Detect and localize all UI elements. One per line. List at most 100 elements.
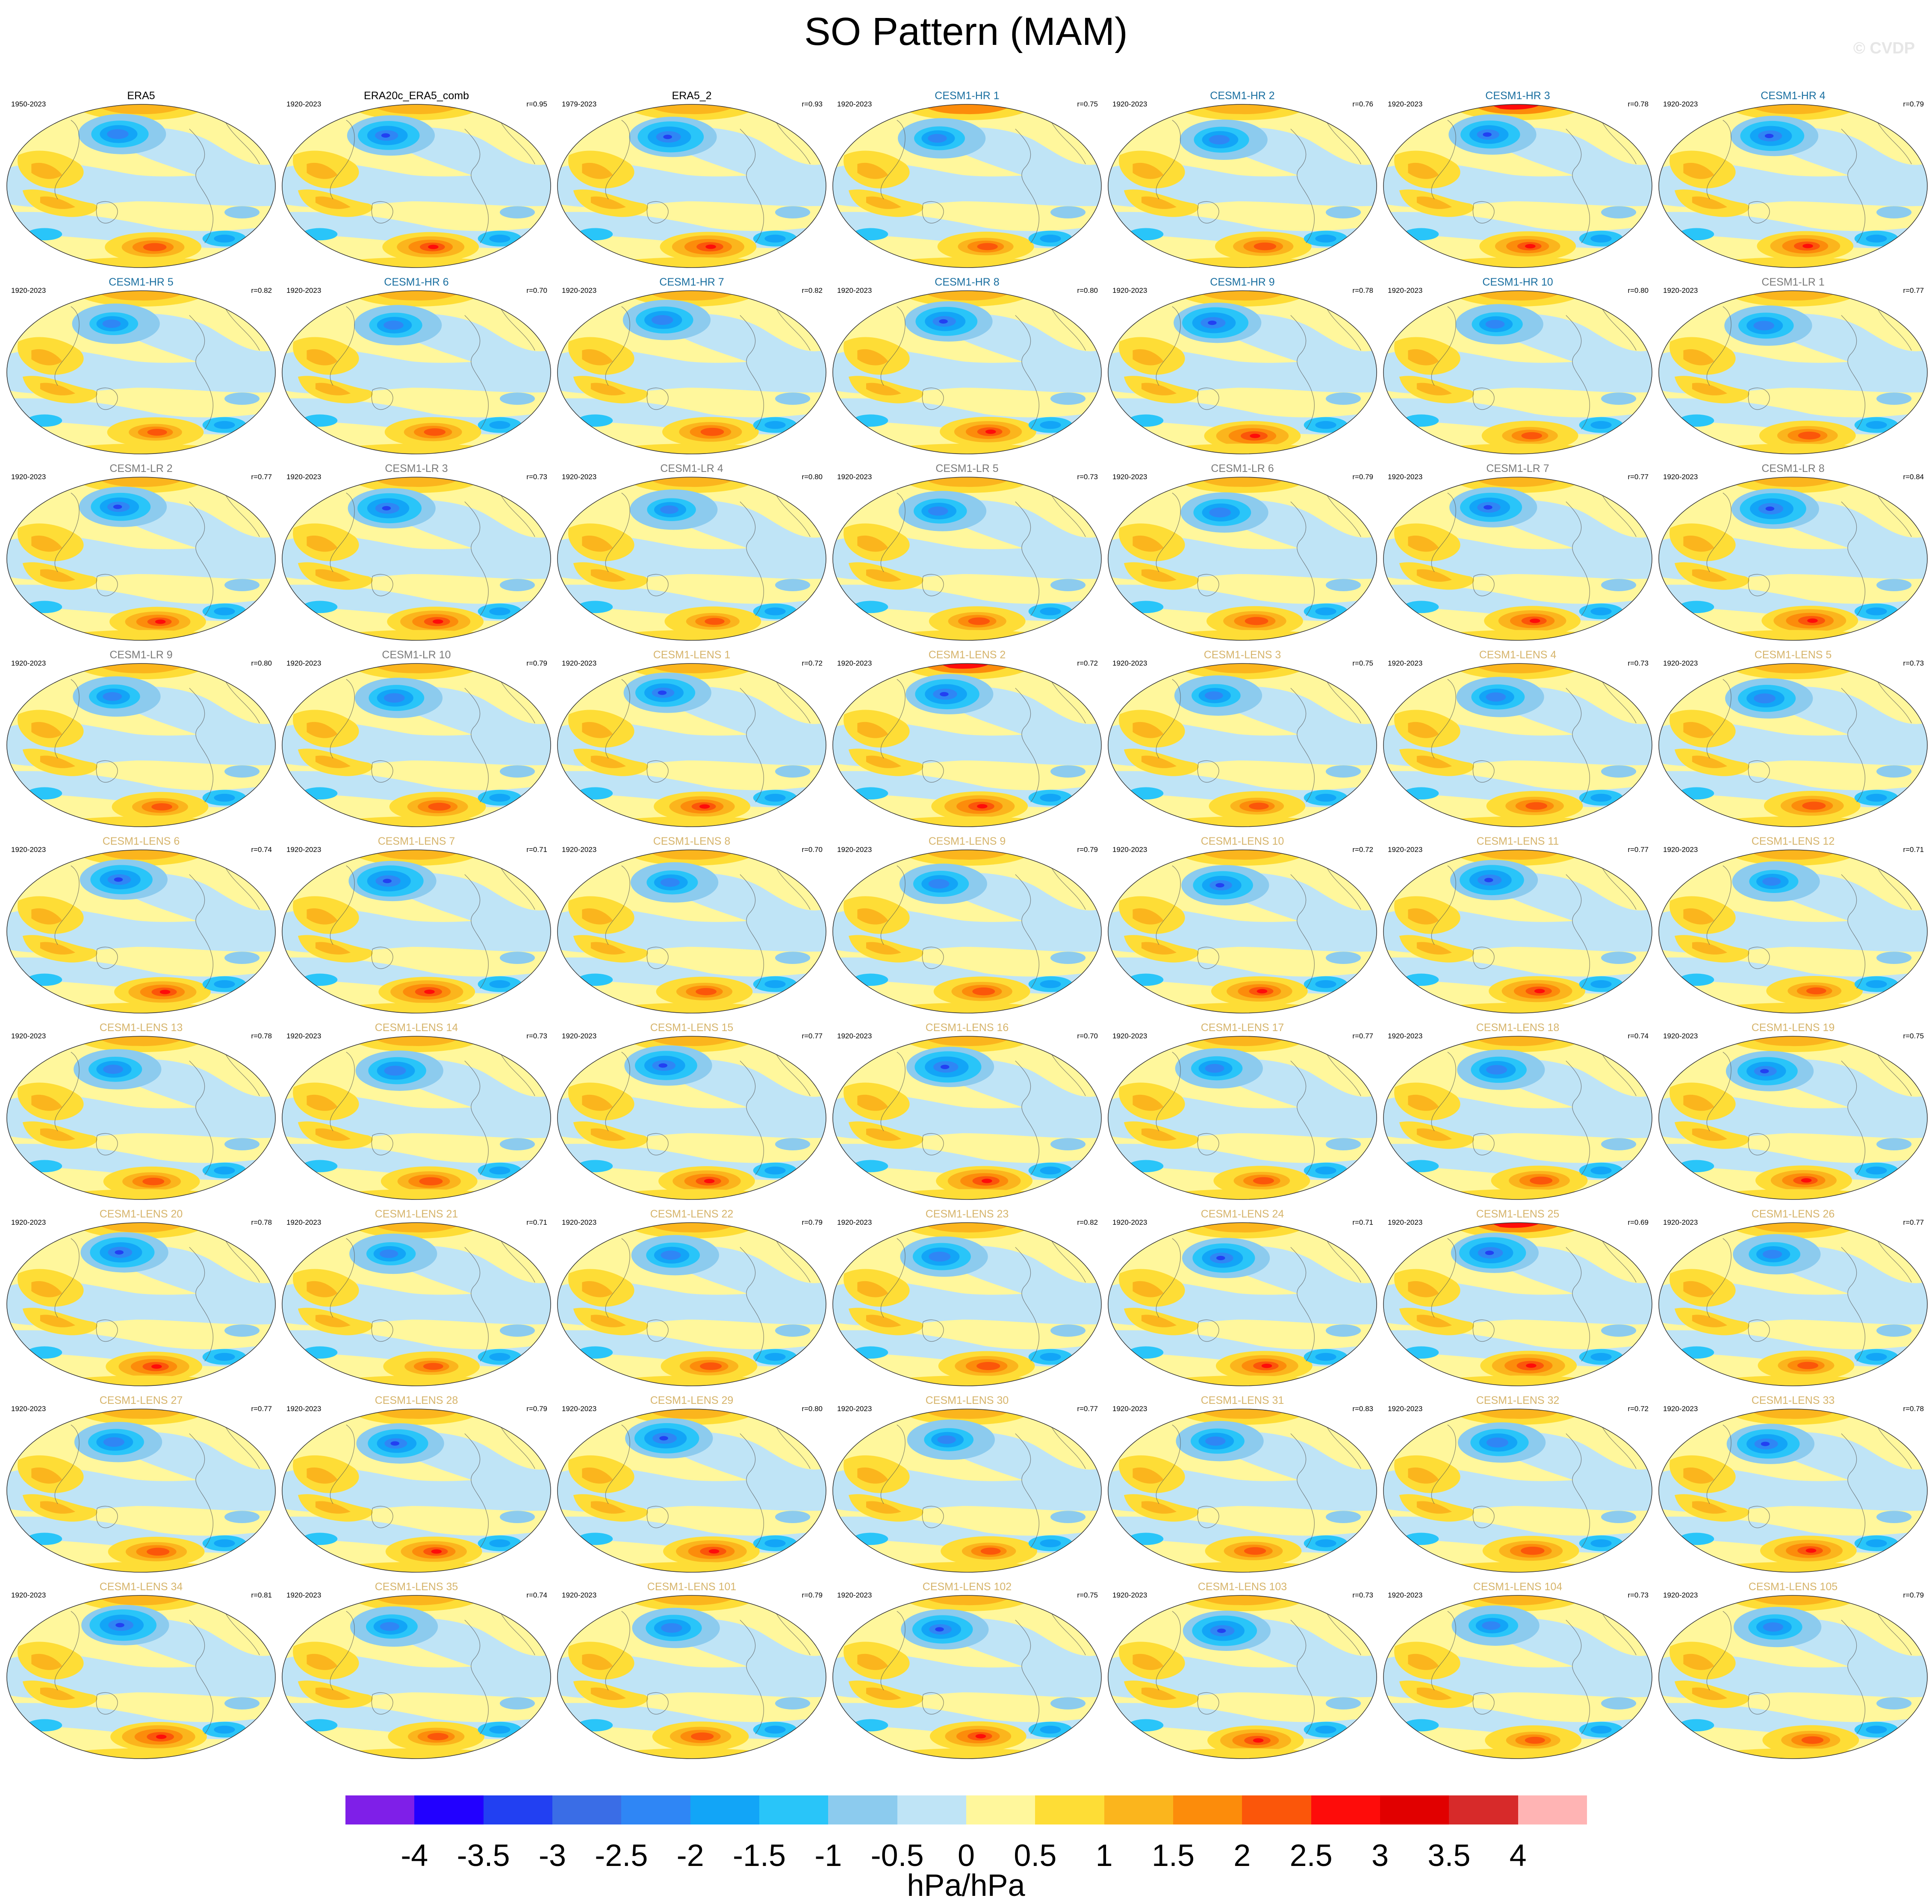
- panel-correlation: r=0.73: [1077, 473, 1098, 481]
- panel-correlation: r=0.75: [1352, 659, 1373, 667]
- panel-title: CESM1-LENS 104: [1473, 1581, 1563, 1593]
- panel-title: CESM1-LENS 31: [1200, 1394, 1284, 1406]
- map-field: [557, 290, 826, 454]
- panel-years: 1920-2023: [286, 659, 322, 667]
- map-panel: CESM1-LR 2 1920-2023 r=0.77: [4, 463, 278, 642]
- map-panel: CESM1-LENS 105 1920-2023 r=0.79: [1656, 1581, 1930, 1760]
- map-panel: CESM1-LR 9 1920-2023 r=0.80: [4, 649, 278, 828]
- colorbar-swatch: [1380, 1795, 1449, 1824]
- panel-correlation: r=0.80: [802, 473, 823, 481]
- panel-years: 1920-2023: [1388, 473, 1423, 481]
- panel-years: 1920-2023: [1112, 1405, 1147, 1413]
- panel-correlation: r=0.80: [251, 659, 272, 667]
- panel-title: CESM1-LENS 28: [375, 1394, 458, 1406]
- map-field: [1108, 849, 1377, 1014]
- panel-grid: ERA5 1950-2023 ERA20c_ERA5_comb 1920-2023 r=…: [4, 90, 1930, 1760]
- panel-years: 1920-2023: [837, 1405, 872, 1413]
- panel-years: 1920-2023: [286, 100, 322, 108]
- panel-title: CESM1-LENS 11: [1476, 835, 1559, 847]
- panel-correlation: r=0.95: [526, 100, 547, 108]
- panel-title: CESM1-HR 4: [1761, 90, 1826, 102]
- panel-title: CESM1-LENS 102: [922, 1581, 1012, 1593]
- panel-years: 1920-2023: [837, 473, 872, 481]
- panel-years: 1920-2023: [1388, 286, 1423, 295]
- panel-correlation: r=0.77: [1903, 286, 1924, 295]
- panel-correlation: r=0.73: [1903, 659, 1924, 667]
- panel-years: 1920-2023: [1663, 100, 1698, 108]
- map-field: [832, 1222, 1102, 1386]
- panel-years: 1920-2023: [11, 846, 46, 854]
- panel-correlation: r=0.71: [526, 1218, 547, 1226]
- map-field: [6, 1409, 276, 1573]
- map-field: [282, 1036, 551, 1200]
- map-panel: CESM1-HR 7 1920-2023 r=0.82: [555, 276, 829, 456]
- map-panel: CESM1-LENS 9 1920-2023 r=0.79: [830, 835, 1104, 1015]
- panel-correlation: r=0.73: [526, 473, 547, 481]
- colorbar-tick-label: -3.5: [457, 1839, 510, 1873]
- panel-title: CESM1-LENS 10: [1200, 835, 1284, 847]
- map-panel: CESM1-LENS 29 1920-2023 r=0.80: [555, 1394, 829, 1574]
- map-panel: CESM1-LENS 7 1920-2023 r=0.71: [280, 835, 553, 1015]
- panel-title: CESM1-HR 1: [935, 90, 1000, 102]
- panel-years: 1920-2023: [1663, 1405, 1698, 1413]
- panel-title: CESM1-LR 8: [1761, 463, 1825, 475]
- map-panel: CESM1-LENS 23 1920-2023 r=0.82: [830, 1208, 1104, 1388]
- colorbar-swatch: [414, 1795, 484, 1824]
- panel-years: 1920-2023: [11, 1032, 46, 1040]
- panel-years: 1920-2023: [1112, 286, 1147, 295]
- map-panel: CESM1-LENS 2 1920-2023 r=0.72: [830, 649, 1104, 828]
- map-field: [557, 1036, 826, 1200]
- panel-correlation: r=0.77: [1077, 1405, 1098, 1413]
- map-field: [6, 663, 276, 827]
- map-field: [1383, 104, 1652, 268]
- panel-years: 1920-2023: [11, 286, 46, 295]
- panel-correlation: r=0.78: [251, 1032, 272, 1040]
- colorbar-tick-label: -2.5: [595, 1839, 648, 1873]
- map-panel: CESM1-LENS 101 1920-2023 r=0.79: [555, 1581, 829, 1760]
- map-panel: CESM1-HR 2 1920-2023 r=0.76: [1106, 90, 1379, 269]
- colorbar-tick-label: 0: [957, 1839, 975, 1873]
- map-field: [832, 849, 1102, 1014]
- panel-correlation: r=0.81: [251, 1591, 272, 1599]
- panel-correlation: r=0.80: [802, 1405, 823, 1413]
- map-field: [1108, 1222, 1377, 1386]
- map-panel: CESM1-LENS 22 1920-2023 r=0.79: [555, 1208, 829, 1388]
- panel-years: 1920-2023: [837, 846, 872, 854]
- colorbar-swatch: [828, 1795, 898, 1824]
- map-field: [6, 1222, 276, 1386]
- map-field: [832, 1036, 1102, 1200]
- panel-years: 1920-2023: [1663, 659, 1698, 667]
- map-field: [557, 663, 826, 827]
- panel-years: 1920-2023: [286, 1405, 322, 1413]
- panel-correlation: r=0.77: [1903, 1218, 1924, 1226]
- panel-title: CESM1-LR 4: [660, 463, 723, 475]
- map-panel: CESM1-LENS 26 1920-2023 r=0.77: [1656, 1208, 1930, 1388]
- colorbar-tick-label: 1: [1095, 1839, 1113, 1873]
- map-panel: CESM1-LENS 3 1920-2023 r=0.75: [1106, 649, 1379, 828]
- map-panel: CESM1-LENS 14 1920-2023 r=0.73: [280, 1022, 553, 1201]
- map-panel: CESM1-LR 4 1920-2023 r=0.80: [555, 463, 829, 642]
- map-panel: CESM1-LENS 13 1920-2023 r=0.78: [4, 1022, 278, 1201]
- map-field: [557, 477, 826, 641]
- panel-correlation: r=0.73: [526, 1032, 547, 1040]
- map-field: [832, 104, 1102, 268]
- panel-years: 1920-2023: [1388, 100, 1423, 108]
- panel-correlation: r=0.72: [1628, 1405, 1649, 1413]
- colorbar-swatch: [345, 1795, 415, 1824]
- panel-years: 1920-2023: [11, 473, 46, 481]
- map-field: [557, 104, 826, 268]
- map-field: [1383, 1036, 1652, 1200]
- map-panel: CESM1-LENS 28 1920-2023 r=0.79: [280, 1394, 553, 1574]
- panel-title: CESM1-LENS 20: [99, 1208, 183, 1220]
- panel-title: CESM1-LENS 19: [1751, 1022, 1835, 1034]
- map-panel: CESM1-LENS 25 1920-2023 r=0.69: [1381, 1208, 1655, 1388]
- panel-years: 1920-2023: [1112, 846, 1147, 854]
- map-field: [1108, 290, 1377, 454]
- panel-title: CESM1-HR 5: [109, 276, 174, 288]
- panel-title: CESM1-LENS 9: [928, 835, 1006, 847]
- panel-correlation: r=0.79: [802, 1591, 823, 1599]
- colorbar-tick-label: -0.5: [870, 1839, 924, 1873]
- colorbar-tick-label: 2.5: [1289, 1839, 1333, 1873]
- panel-years: 1920-2023: [1663, 286, 1698, 295]
- panel-correlation: r=0.75: [1903, 1032, 1924, 1040]
